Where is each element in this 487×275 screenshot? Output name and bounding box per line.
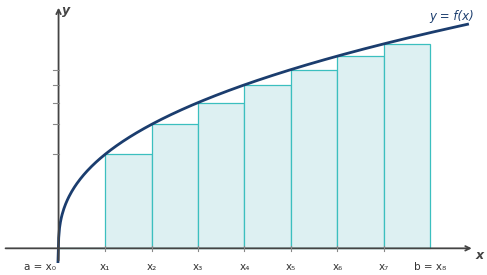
Text: y: y [62, 4, 71, 17]
Text: x₆: x₆ [332, 262, 342, 272]
Bar [291, 70, 337, 248]
Bar [198, 103, 244, 248]
Text: x₇: x₇ [379, 262, 389, 272]
Bar [244, 85, 291, 248]
Text: x₄: x₄ [239, 262, 250, 272]
Text: x₁: x₁ [100, 262, 110, 272]
Bar [105, 155, 151, 248]
Text: x₅: x₅ [286, 262, 296, 272]
Text: x₂: x₂ [147, 262, 157, 272]
Bar [384, 44, 431, 248]
Bar [337, 56, 384, 248]
Bar [151, 125, 198, 248]
Text: x: x [476, 249, 484, 262]
Text: b = x₈: b = x₈ [414, 262, 447, 272]
Text: y = f(x): y = f(x) [429, 10, 474, 23]
Text: x₃: x₃ [193, 262, 203, 272]
Text: a = x₀: a = x₀ [24, 262, 56, 272]
